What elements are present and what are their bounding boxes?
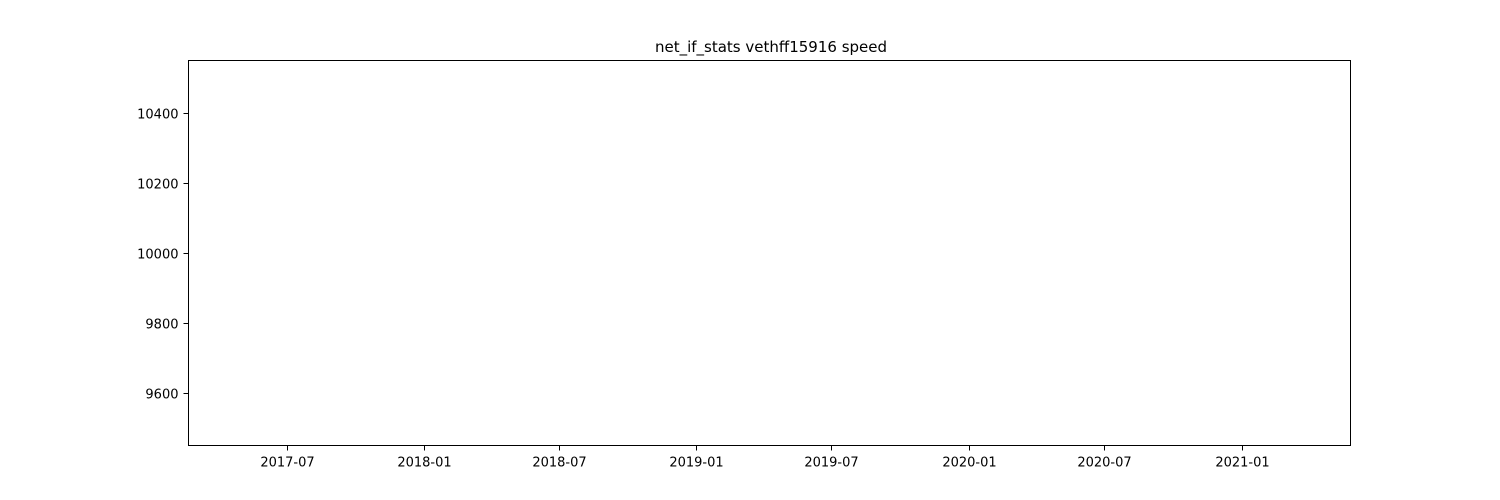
y-axis: 9600 9800 10000 10200 10400	[137, 108, 189, 403]
y-tick-label: 9800	[145, 318, 178, 333]
y-tick-label: 10200	[137, 178, 178, 193]
plot-area	[188, 60, 1351, 446]
y-tick-label: 10000	[137, 248, 178, 263]
x-tick-label: 2018-07	[532, 456, 586, 471]
x-tick-label: 2019-01	[669, 456, 723, 471]
x-tick-label: 2020-07	[1077, 456, 1131, 471]
x-axis: 2017-07 2018-01 2018-07 2019-01 2019-07 2020-…	[260, 445, 1270, 471]
x-tick-label: 2021-01	[1215, 456, 1269, 471]
chart-title: net_if_stats vethff15916 speed	[655, 38, 887, 57]
x-tick-label: 2019-07	[804, 456, 858, 471]
y-tick-label: 9600	[145, 388, 178, 403]
x-tick-label: 2020-01	[942, 456, 996, 471]
x-tick-label: 2017-07	[260, 456, 314, 471]
y-tick-label: 10400	[137, 108, 178, 123]
x-tick-label: 2018-01	[397, 456, 451, 471]
